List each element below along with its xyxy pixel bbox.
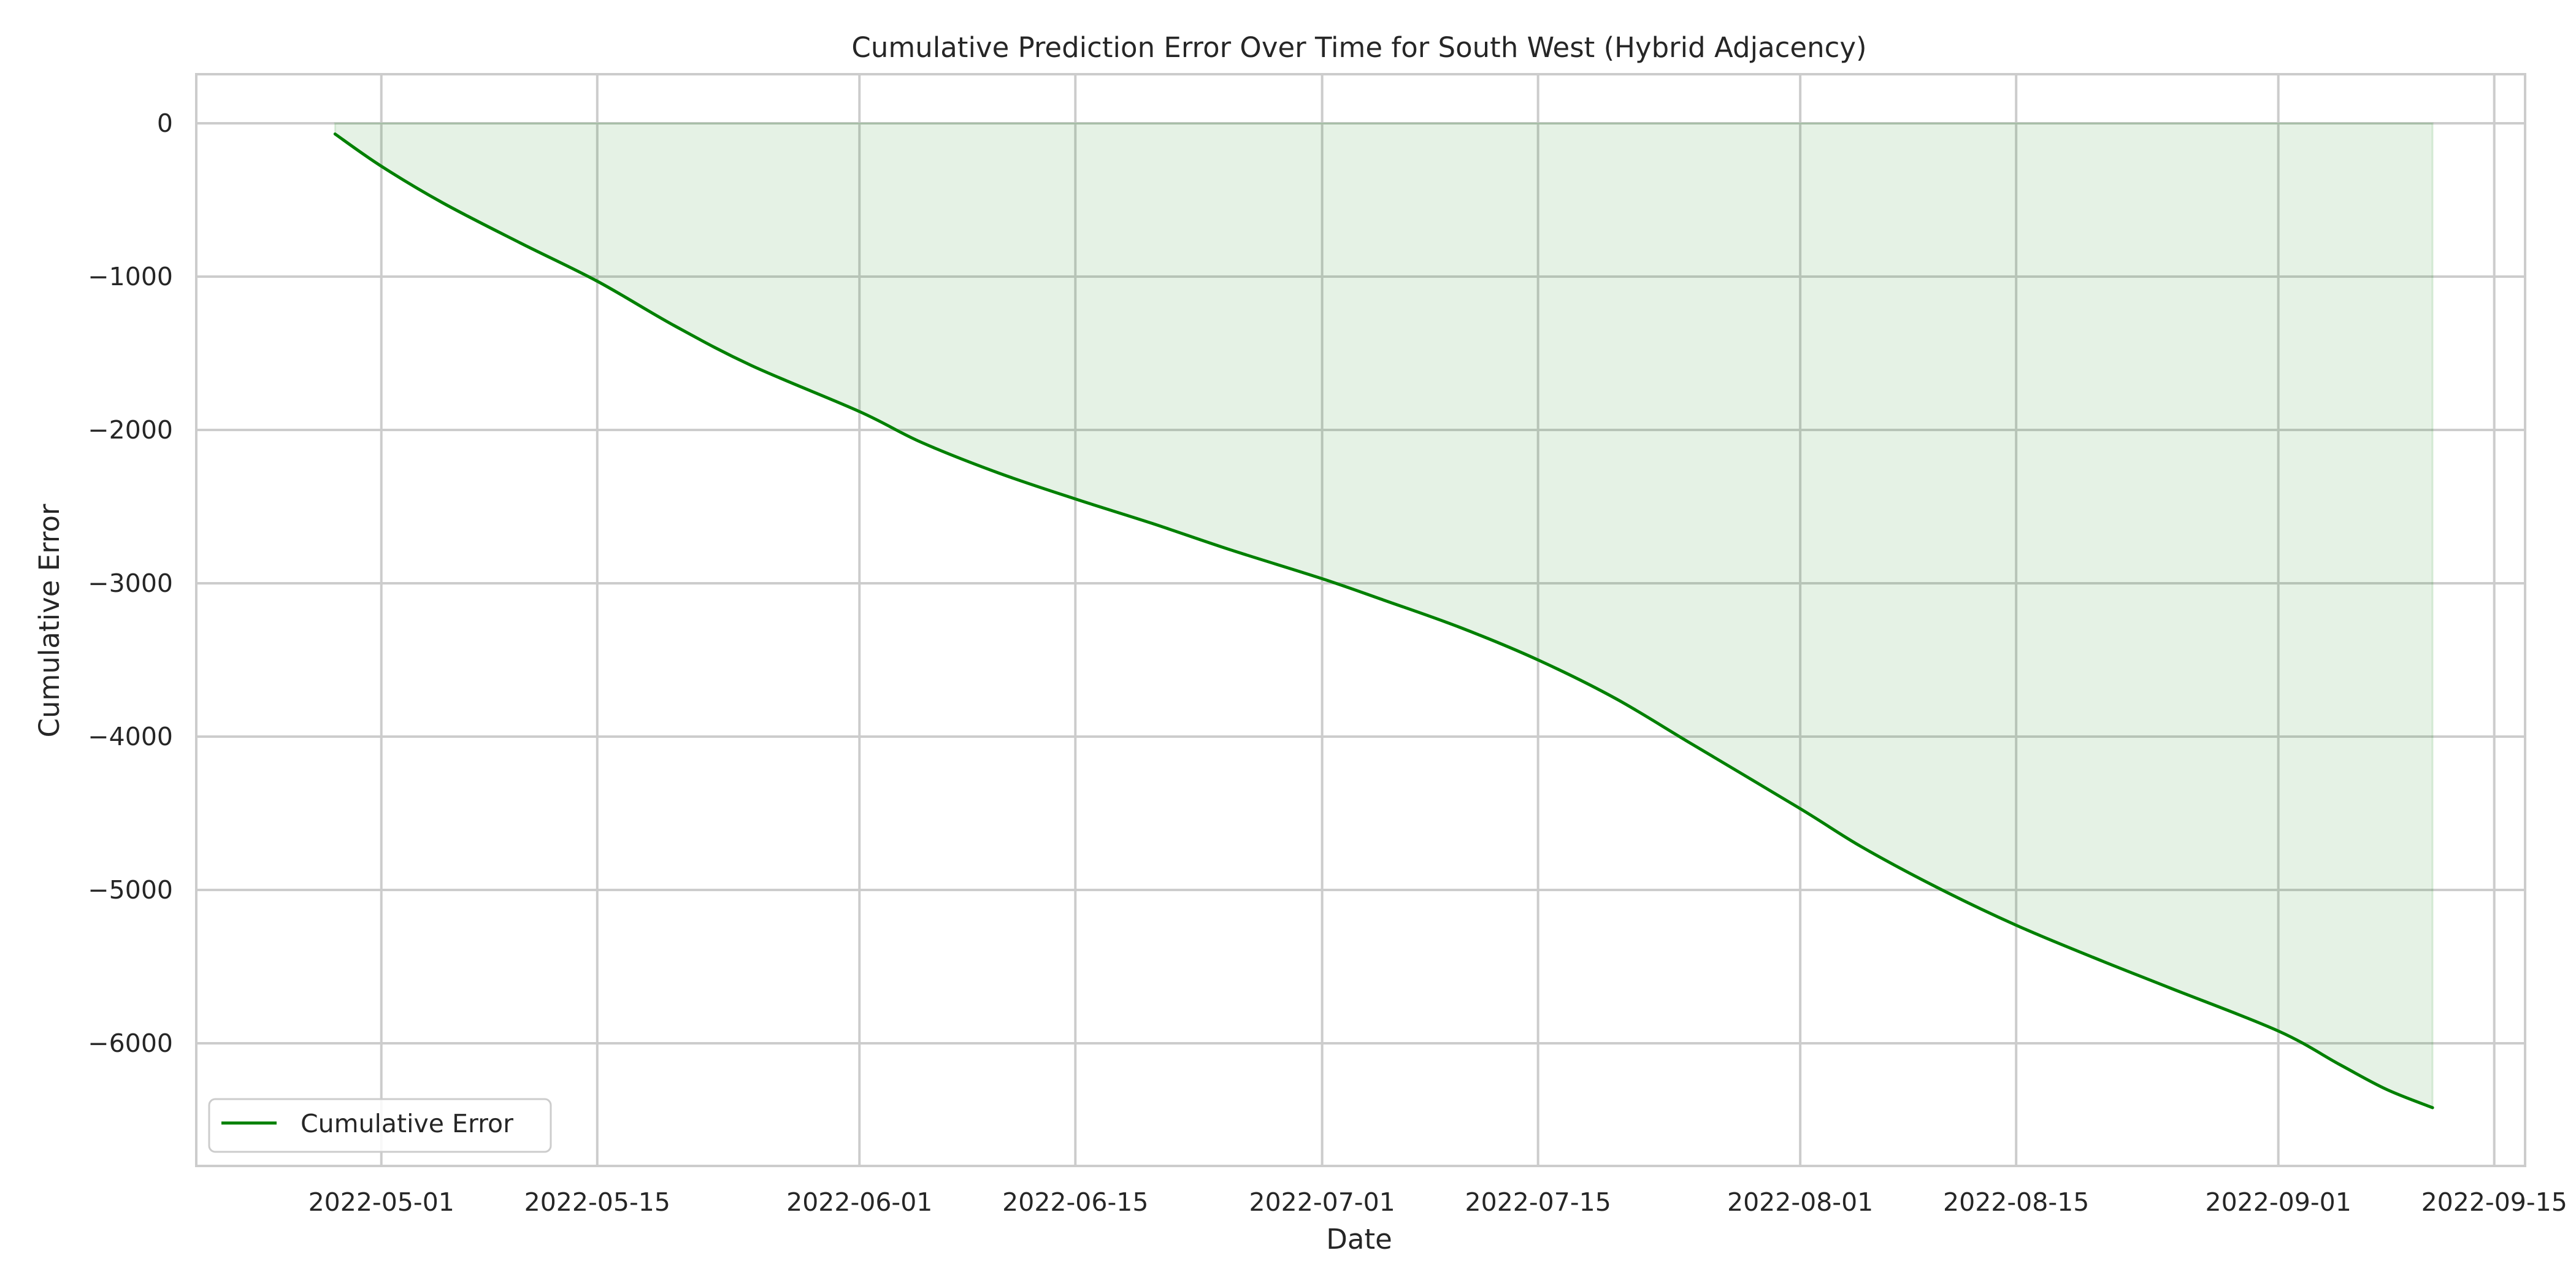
x-tick-label: 2022-05-15 <box>524 1187 670 1217</box>
x-tick-labels: 2022-05-01 2022-05-15 2022-06-01 2022-06-15… <box>309 1187 2567 1217</box>
x-axis-label: Date <box>1326 1223 1392 1255</box>
plot-frame <box>195 73 2526 1167</box>
legend-label: Cumulative Error <box>301 1109 513 1138</box>
y-tick-label: 0 <box>157 109 173 138</box>
y-tick-labels: 0 −1000 −2000 −3000 −4000 −5000 −6000 <box>88 109 173 1058</box>
x-tick-label: 2022-09-01 <box>2206 1187 2352 1217</box>
series-line-layer <box>333 132 2434 1110</box>
legend-box <box>208 1098 552 1153</box>
y-tick-label: −1000 <box>88 262 173 291</box>
cumulative-error-line <box>333 132 2434 1110</box>
y-tick-label: −2000 <box>88 415 173 445</box>
y-axis-label: Cumulative Error <box>33 504 66 737</box>
x-tick-label: 2022-06-15 <box>1002 1187 1148 1217</box>
plot-area <box>196 74 2525 1166</box>
x-tick-label: 2022-08-01 <box>1727 1187 1873 1217</box>
y-tick-label: −6000 <box>88 1029 173 1058</box>
x-tick-label: 2022-05-01 <box>309 1187 454 1217</box>
legend: Cumulative Error <box>208 1098 552 1153</box>
x-tick-label: 2022-07-15 <box>1465 1187 1611 1217</box>
y-tick-label: −5000 <box>88 875 173 905</box>
x-tick-label: 2022-06-01 <box>786 1187 932 1217</box>
x-tick-label: 2022-07-01 <box>1249 1187 1395 1217</box>
x-tick-label: 2022-08-15 <box>1943 1187 2089 1217</box>
grid-lines <box>196 74 2525 1166</box>
y-tick-label: −4000 <box>88 722 173 751</box>
chart-title: Cumulative Prediction Error Over Time fo… <box>851 31 1866 64</box>
y-tick-label: −3000 <box>88 569 173 598</box>
x-tick-label: 2022-09-15 <box>2421 1187 2567 1217</box>
